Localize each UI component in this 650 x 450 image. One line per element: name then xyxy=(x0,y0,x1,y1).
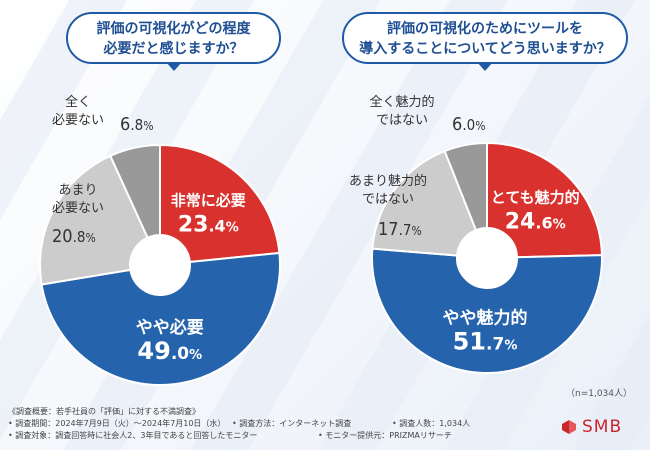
question-bubble-left: 評価の可視化がどの程度 必要だと感じますか？ xyxy=(66,12,281,71)
right-donut-hole xyxy=(457,228,517,288)
right-pct-not-very-attractive: 17.7% xyxy=(378,219,422,240)
smb-logo-text: SMB xyxy=(582,417,623,437)
left-pct-not-very-needed-int: 20 xyxy=(52,226,73,247)
left-pct-not-very-needed-unit: % xyxy=(85,231,96,245)
left-pct-not-very-needed-dec: .8 xyxy=(72,228,86,246)
right-slice-0-label: とても魅力的 xyxy=(491,189,580,207)
left-pct-not-very-needed: 20.8% xyxy=(52,226,96,247)
left-slice-0-pct: 23.4% xyxy=(178,213,239,238)
left-slice-0-label: 非常に必要 xyxy=(171,192,246,210)
left-label-not-needed-at-all-line1: 全く xyxy=(64,95,91,110)
question-bubble-right: 評価の可視化のためにツールを 導入することについてどう思いますか？ xyxy=(342,12,628,71)
left-pct-not-needed-at-all-unit: % xyxy=(143,119,154,133)
left-pct-not-needed-at-all: 6.8% xyxy=(120,114,153,135)
footer-method: • 調査方法：インターネット調査 xyxy=(232,419,352,428)
right-label-not-attractive-at-all-line2: ではない xyxy=(375,113,428,128)
left-pct-not-needed-at-all-dec: .8 xyxy=(130,116,144,134)
left-pct-not-needed-at-all-int: 6 xyxy=(120,114,131,135)
right-pct-not-attractive-at-all-int: 6 xyxy=(452,114,463,135)
right-label-not-very-attractive: あまり魅力的 ではない xyxy=(336,173,440,209)
footer-line2: • 調査期間：2024年7月9日（火）～2024年7月10日（水） • 調査方法：… xyxy=(8,418,528,430)
question-right-line2: 導入することについてどう思いますか？ xyxy=(359,41,611,57)
left-donut-hole xyxy=(130,235,190,295)
right-label-not-attractive-at-all-line1: 全く魅力的 xyxy=(369,95,435,110)
footer-provider: • モニター提供元：PRIZMAリサーチ xyxy=(318,431,452,440)
question-left-line1: 評価の可視化がどの程度 xyxy=(96,21,251,37)
footer-target: • 調査対象：調査回答時に社会人2、3年目であると回答したモニター xyxy=(8,431,258,440)
survey-footer: 《調査概要：若手社員の「評価」に対する不満調査》 • 調査期間：2024年7月9… xyxy=(8,406,528,442)
right-pct-not-attractive-at-all-dec: .0 xyxy=(462,116,476,134)
footer-line1: 《調査概要：若手社員の「評価」に対する不満調査》 xyxy=(8,407,200,416)
footer-period: • 調査期間：2024年7月9日（火）～2024年7月10日（水） xyxy=(8,419,226,428)
right-pct-not-attractive-at-all-unit: % xyxy=(475,119,486,133)
right-pct-not-very-attractive-dec: .7 xyxy=(398,221,412,239)
left-label-not-needed-at-all: 全く 必要ない xyxy=(38,94,118,130)
right-pct-not-very-attractive-unit: % xyxy=(411,224,422,238)
right-slice-1-pct: 51.7% xyxy=(453,327,518,355)
left-slice-1-label: やや必要 xyxy=(136,317,204,338)
footer-line3: • 調査対象：調査回答時に社会人2、3年目であると回答したモニター • モニター提… xyxy=(8,430,528,442)
left-label-not-very-needed: あまり 必要ない xyxy=(38,182,118,218)
right-pct-not-attractive-at-all: 6.0% xyxy=(452,114,485,135)
right-label-not-very-attractive-line1: あまり魅力的 xyxy=(348,174,427,189)
right-label-not-very-attractive-line2: ではない xyxy=(361,192,414,207)
left-slice-1-pct: 49.0% xyxy=(137,337,202,365)
right-slice-1-label: やや魅力的 xyxy=(442,307,527,328)
left-slice-0 xyxy=(159,143,281,264)
left-label-not-needed-at-all-line2: 必要ない xyxy=(51,113,104,128)
smb-logo-mark xyxy=(562,420,576,434)
right-slice-0-pct: 24.6% xyxy=(505,210,566,235)
footer-count: • 調査人数：1,034人 xyxy=(392,419,471,428)
question-right-line1: 評価の可視化のためにツールを xyxy=(387,21,583,37)
question-left-line2: 必要だと感じますか？ xyxy=(103,41,244,57)
left-label-not-very-needed-line2: 必要ない xyxy=(51,201,104,216)
sample-size-note: （n=1,034人） xyxy=(565,389,632,399)
right-pct-not-very-attractive-int: 17 xyxy=(378,219,399,240)
left-label-not-very-needed-line1: あまり xyxy=(58,183,98,198)
right-label-not-attractive-at-all: 全く魅力的 ではない xyxy=(352,94,452,130)
